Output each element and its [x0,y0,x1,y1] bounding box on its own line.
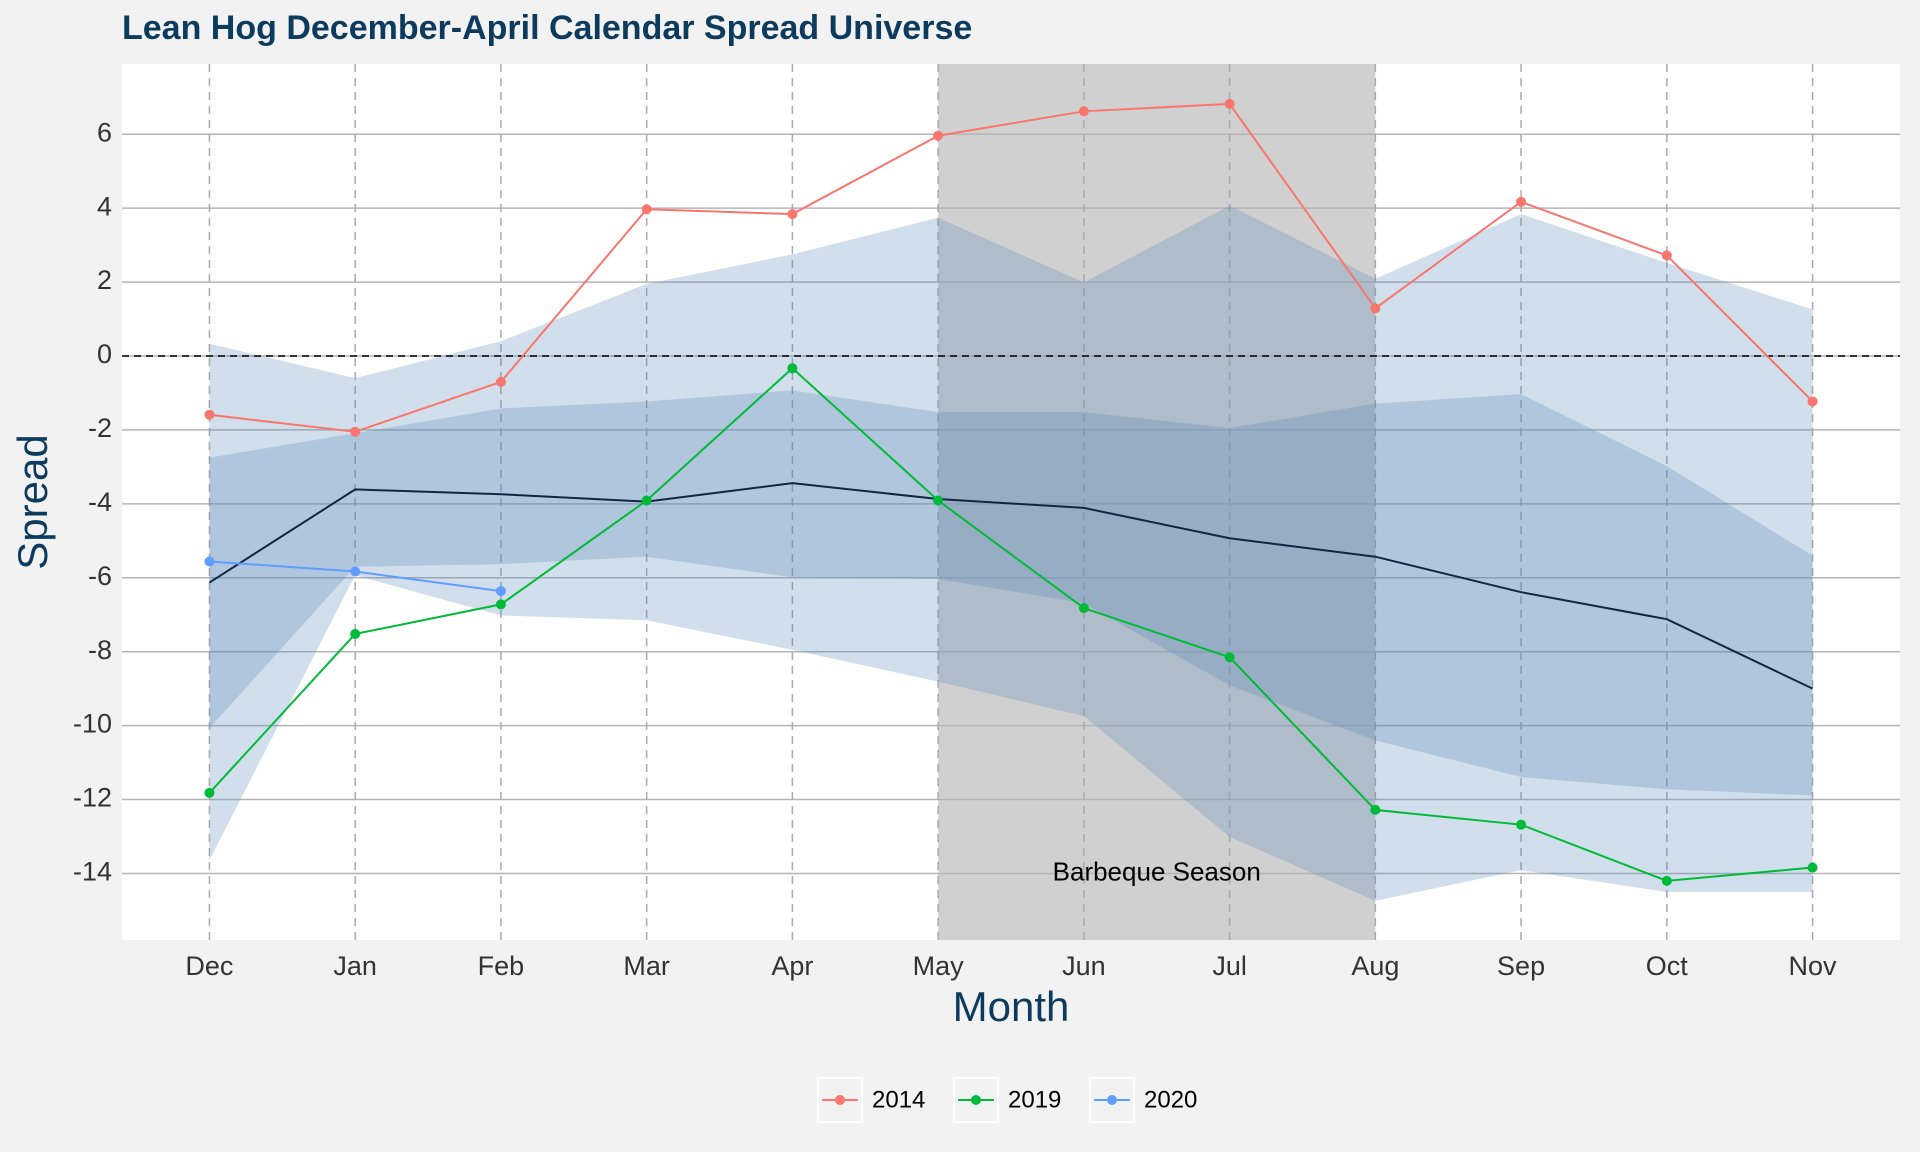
point [204,787,215,798]
legend-dot [1107,1095,1117,1105]
legend-label: 2014 [872,1086,925,1113]
x-tick-label: Oct [1646,951,1689,981]
y-tick-label: 0 [97,339,112,369]
point [1807,396,1818,407]
shaded-region [938,64,1376,940]
legend-label: 2019 [1008,1086,1061,1113]
y-tick-label: 6 [97,117,112,147]
point [1078,106,1089,117]
series-line [208,366,1813,882]
point [495,586,506,597]
point [933,130,944,141]
x-axis-label: Month [953,983,1070,1030]
x-tick-label: Jun [1062,951,1106,981]
x-tick-label: Apr [771,951,813,981]
point [1661,875,1672,886]
legend-dot [835,1095,845,1105]
median-line [208,482,1813,690]
point [1661,250,1672,261]
x-tick-label: Sep [1497,951,1545,981]
point [1078,603,1089,614]
point [1224,98,1235,109]
x-tick-label: Aug [1351,951,1399,981]
point [204,556,215,567]
point [350,566,361,577]
point [1370,303,1381,314]
y-tick-label: -12 [73,783,112,813]
y-tick-label: -4 [88,487,112,517]
point [1516,819,1527,830]
range-band [209,390,1813,796]
x-tick-label: Jan [333,951,377,981]
y-tick-label: -2 [88,413,112,443]
point [641,204,652,215]
y-axis-label: Spread [9,434,56,569]
shade-label: Barbeque Season [1053,856,1261,886]
y-tick-label: 2 [97,265,112,295]
point [1224,652,1235,663]
point [1370,804,1381,815]
point [933,495,944,506]
x-tick-label: Mar [623,951,670,981]
y-tick-label: -10 [73,709,112,739]
x-tick-label: Nov [1789,951,1838,981]
point [495,376,506,387]
point [495,599,506,610]
point [1807,862,1818,873]
point [350,426,361,437]
y-tick-label: -6 [88,561,112,591]
series-line [209,102,1814,433]
chart-title: Lean Hog December-April Calendar Spread … [122,9,972,47]
point [787,363,798,374]
point [641,495,652,506]
x-tick-label: Feb [478,951,525,981]
x-tick-label: Jul [1212,951,1247,981]
x-tick-label: Dec [185,951,233,981]
y-tick-label: -14 [73,857,112,887]
y-tick-label: -8 [88,635,112,665]
x-tick-label: May [913,951,965,981]
point [350,628,361,639]
y-tick-label: 4 [97,191,112,221]
point [204,409,215,420]
legend-dot [971,1095,981,1105]
point [1516,196,1527,207]
legend-label: 2020 [1144,1086,1197,1113]
point [787,209,798,220]
